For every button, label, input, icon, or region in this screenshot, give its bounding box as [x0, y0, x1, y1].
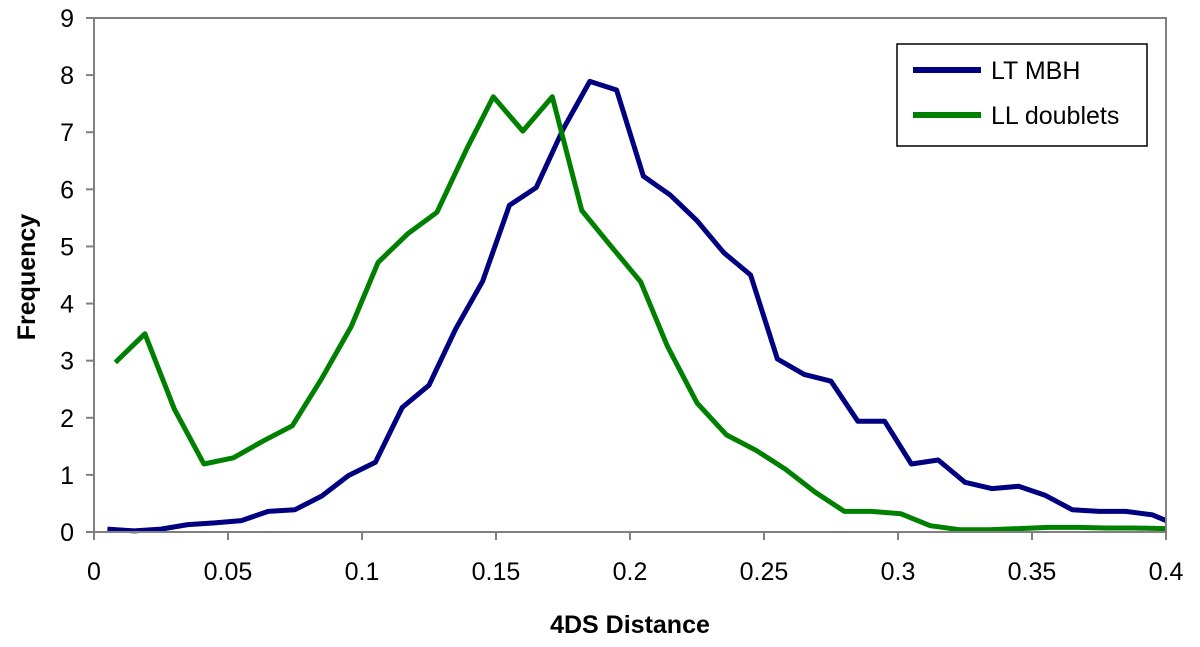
x-tick-label: 0.1 [345, 558, 380, 586]
y-tick-label: 3 [60, 348, 74, 376]
x-tick-label: 0.2 [613, 558, 648, 586]
series-line-lt-mbh [107, 78, 1167, 534]
x-axis-title: 4DS Distance [550, 611, 710, 639]
y-axis-ticks: 0 1 2 3 4 5 6 7 8 9 [60, 5, 94, 547]
y-tick-label: 4 [60, 291, 74, 319]
y-tick-label: 5 [60, 233, 74, 261]
x-tick-label: 0.05 [204, 558, 253, 586]
legend-box [896, 43, 1148, 147]
series-lines [107, 78, 1167, 534]
series-line-ll-doublets [113, 94, 1167, 533]
legend-label: LT MBH [991, 57, 1080, 85]
y-tick-label: 8 [60, 62, 74, 90]
x-tick-label: 0 [87, 558, 101, 586]
y-tick-label: 6 [60, 176, 74, 204]
x-axis-ticks: 0 0.05 0.1 0.15 0.2 0.25 0.3 0.35 0.4 [87, 532, 1183, 586]
plot-area-frame [93, 17, 1167, 533]
y-tick-label: 1 [60, 462, 74, 490]
legend: LT MBH LL doublets [896, 43, 1148, 147]
x-tick-label: 0.25 [740, 558, 789, 586]
legend-label: LL doublets [991, 102, 1119, 130]
y-tick-label: 0 [60, 519, 74, 547]
x-tick-label: 0.3 [881, 558, 916, 586]
x-tick-label: 0.4 [1149, 558, 1184, 586]
y-tick-label: 9 [60, 5, 74, 33]
x-tick-label: 0.35 [1008, 558, 1057, 586]
x-tick-label: 0.15 [472, 558, 521, 586]
y-axis-title: Frequency [13, 214, 41, 341]
y-tick-label: 2 [60, 405, 74, 433]
y-tick-label: 7 [60, 119, 74, 147]
